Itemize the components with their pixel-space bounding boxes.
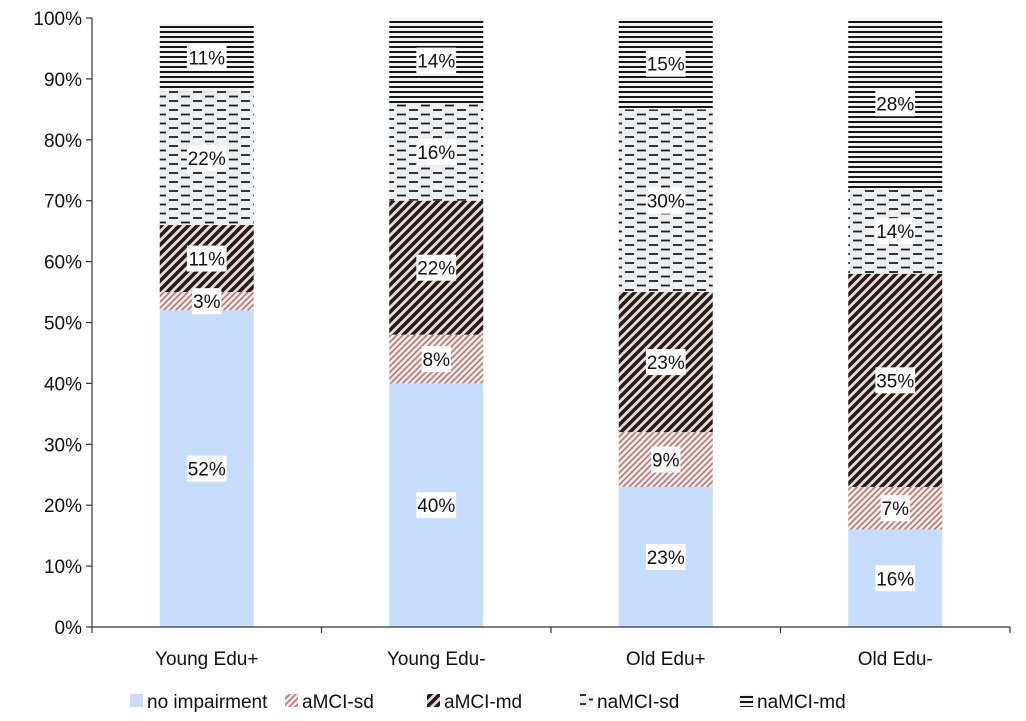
category-label: Old Edu- — [858, 649, 933, 670]
data-label: 28% — [876, 94, 914, 115]
legend-swatch — [427, 694, 440, 707]
legend-swatch — [740, 694, 753, 707]
data-label: 15% — [647, 55, 685, 76]
data-label: 40% — [417, 496, 455, 517]
data-label-background — [880, 495, 910, 522]
data-label-background — [421, 346, 451, 373]
data-label: 8% — [423, 350, 451, 371]
data-label-background — [186, 44, 227, 71]
data-label-background — [645, 187, 686, 214]
data-label: 7% — [882, 499, 910, 520]
y-tick-label: 40% — [44, 374, 82, 395]
data-label-background — [186, 455, 227, 482]
data-label-background — [645, 50, 686, 77]
data-label: 35% — [876, 371, 914, 392]
category-label: Young Edu- — [387, 649, 486, 670]
category-label: Old Edu+ — [626, 649, 706, 670]
legend-label: aMCI-md — [444, 692, 522, 713]
data-label: 16% — [417, 143, 455, 164]
data-label-background — [645, 543, 686, 570]
data-label: 22% — [188, 149, 226, 170]
y-tick-label: 60% — [44, 253, 82, 274]
y-tick-label: 10% — [44, 557, 82, 578]
data-label-background — [416, 138, 457, 165]
y-tick-label: 90% — [44, 70, 82, 91]
data-label-background — [186, 245, 227, 272]
y-tick-label: 0% — [55, 618, 83, 639]
legend-label: no impairment — [147, 692, 268, 713]
data-label-background — [416, 492, 457, 519]
data-label: 14% — [417, 52, 455, 73]
data-label-background — [875, 90, 916, 117]
data-label: 23% — [647, 548, 685, 569]
data-label-background — [645, 349, 686, 376]
y-tick-label: 50% — [44, 314, 82, 335]
data-label: 11% — [188, 250, 225, 271]
data-label: 11% — [188, 49, 225, 70]
data-label: 16% — [876, 569, 914, 590]
legend-label: aMCI-sd — [302, 692, 374, 713]
data-label-background — [416, 254, 457, 281]
y-tick-label: 80% — [44, 131, 82, 152]
plot-area: 52% 3% 11% 22% 11% 40% 8% 22% 16% 14% 23% 9% 23% 30% 1… — [159, 18, 943, 627]
data-label: 22% — [417, 259, 455, 280]
data-label: 9% — [652, 451, 680, 472]
legend-swatch — [130, 694, 143, 707]
y-tick-label: 70% — [44, 192, 82, 213]
y-tick-label: 20% — [44, 496, 82, 517]
x-axis: Young Edu+ Young Edu- Old Edu+ Old Edu- — [91, 626, 1011, 670]
data-label: 14% — [876, 222, 914, 243]
data-label: 30% — [647, 192, 685, 213]
data-label-background — [875, 565, 916, 592]
data-label-background — [186, 145, 227, 172]
data-label: 3% — [193, 292, 221, 313]
data-label-background — [875, 218, 916, 245]
data-label: 23% — [647, 353, 685, 374]
category-label: Young Edu+ — [155, 649, 258, 670]
data-label-background — [875, 367, 916, 394]
y-tick-label: 30% — [44, 435, 82, 456]
data-label-background — [651, 446, 681, 473]
legend-label: naMCI-sd — [597, 692, 679, 713]
data-label-background — [192, 288, 222, 315]
legend-swatch — [285, 694, 298, 707]
y-tick-label: 100% — [33, 9, 82, 30]
y-axis: 0% 10% 20% 30% 40% 50% 60% 70% 80% 90% 100% — [33, 9, 93, 639]
legend-swatch — [580, 694, 593, 707]
legend: no impairment aMCI-sd aMCI-md naMCI-sd naMCI… — [130, 692, 846, 713]
legend-label: naMCI-md — [757, 692, 846, 713]
data-label: 52% — [188, 460, 226, 481]
data-label-background — [416, 47, 457, 74]
